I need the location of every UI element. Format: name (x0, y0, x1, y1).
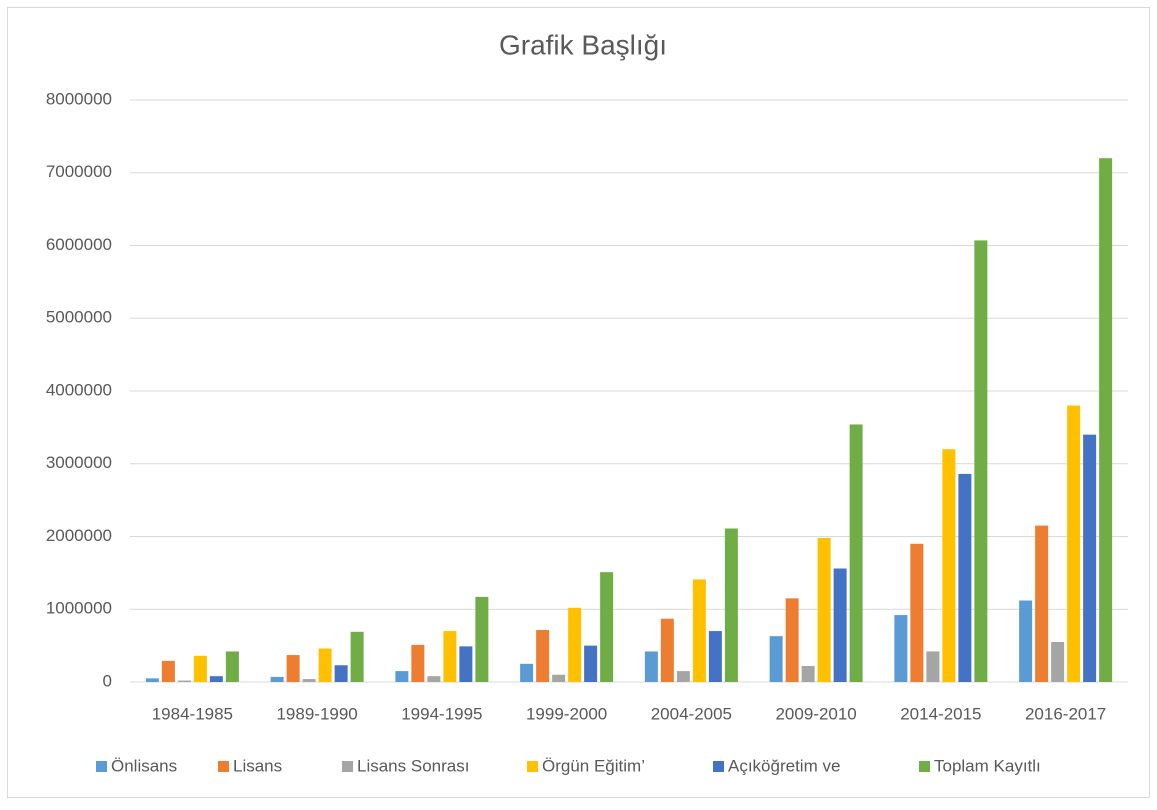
bar (692, 579, 706, 682)
legend-swatch (96, 761, 107, 772)
bar (177, 680, 191, 682)
legend-label: Lisans (233, 756, 282, 775)
x-tick-label: 2014-2015 (900, 704, 981, 723)
bar (849, 424, 863, 682)
legend-label: Örgün Eğitim’ (542, 756, 645, 775)
legend-swatch (919, 761, 930, 772)
bar (958, 473, 972, 682)
y-tick-label: 5000000 (46, 308, 112, 327)
bar (411, 644, 425, 682)
x-tick-label: 2016-2017 (1025, 704, 1106, 723)
bar (334, 665, 348, 682)
legend-label: Önlisans (111, 756, 177, 775)
bar (552, 674, 566, 682)
bar (676, 671, 690, 682)
y-tick-label: 0 (103, 671, 112, 690)
bar (193, 655, 207, 682)
bar (724, 528, 738, 682)
y-tick-label: 7000000 (46, 162, 112, 181)
legend-swatch (342, 761, 353, 772)
x-tick-label: 2004-2005 (651, 704, 732, 723)
bar (1099, 158, 1113, 682)
bar (1035, 525, 1049, 682)
bar (1051, 641, 1065, 682)
y-tick-label: 6000000 (46, 235, 112, 254)
x-tick-label: 1994-1995 (401, 704, 482, 723)
bar (801, 665, 815, 682)
bar (1083, 434, 1097, 682)
legend-label: Lisans Sonrası (357, 756, 469, 775)
x-tick-label: 1989-1990 (276, 704, 357, 723)
bar (395, 671, 409, 682)
bar (1067, 405, 1081, 682)
y-tick-label: 3000000 (46, 453, 112, 472)
bar (785, 598, 799, 682)
bar (161, 660, 175, 682)
bar (459, 646, 473, 682)
bar (225, 651, 239, 682)
bar (974, 240, 988, 682)
x-tick-label: 2009-2010 (775, 704, 856, 723)
x-tick-label: 1984-1985 (152, 704, 233, 723)
bar (894, 615, 908, 682)
bar (660, 618, 674, 682)
bar (427, 676, 441, 682)
legend-label: Toplam Kayıtlı (934, 756, 1041, 775)
y-tick-label: 8000000 (46, 89, 112, 108)
bar (910, 543, 924, 682)
bar (817, 537, 831, 682)
bar (302, 679, 316, 682)
legend-swatch (713, 761, 724, 772)
legend-swatch (218, 761, 229, 772)
bar (600, 572, 614, 682)
bar (286, 655, 300, 682)
bar (145, 678, 159, 682)
y-tick-label: 1000000 (46, 599, 112, 618)
bar (644, 651, 658, 682)
bar (536, 629, 550, 682)
bar (350, 631, 364, 682)
legend-label: Açıköğretim ve (728, 756, 840, 775)
bar (520, 663, 534, 682)
bar (318, 648, 332, 682)
bar (708, 631, 722, 682)
bar (270, 676, 284, 682)
bar (475, 596, 489, 682)
legend-swatch (527, 761, 538, 772)
bar (926, 651, 940, 682)
bar (942, 449, 956, 682)
bar (209, 676, 223, 682)
y-tick-label: 4000000 (46, 380, 112, 399)
y-tick-label: 2000000 (46, 526, 112, 545)
chart-title: Grafik Başlığı (499, 29, 667, 60)
bar (443, 631, 457, 682)
bar (833, 568, 847, 682)
bar (769, 636, 783, 682)
bar (584, 645, 598, 682)
bar (568, 607, 582, 682)
bar (1019, 600, 1033, 682)
x-tick-label: 1999-2000 (526, 704, 607, 723)
